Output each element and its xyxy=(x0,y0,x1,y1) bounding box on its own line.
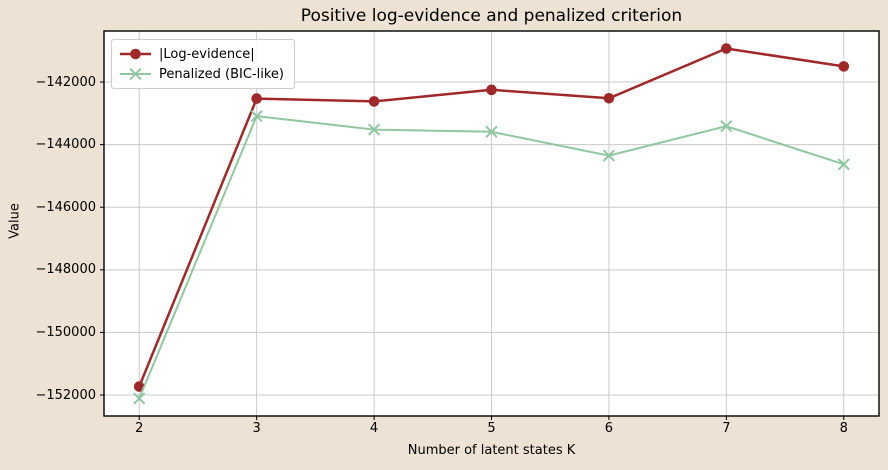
y-tick-label: −142000 xyxy=(35,74,96,90)
x-tick-label: 2 xyxy=(135,421,144,436)
x-tick-label: 8 xyxy=(839,421,848,436)
y-tick-label: −152000 xyxy=(35,387,96,403)
y-tick-label: −148000 xyxy=(35,262,96,278)
circle-marker-icon xyxy=(133,381,145,392)
x-marker-icon xyxy=(720,120,733,132)
circle-marker-icon xyxy=(251,93,262,104)
y-tick-label: −146000 xyxy=(35,199,96,215)
legend-line-circle-marker-icon xyxy=(120,48,151,60)
plot-border xyxy=(103,30,880,417)
circle-marker-icon xyxy=(838,61,850,72)
x-marker-icon xyxy=(603,149,615,162)
x-tick-label: 4 xyxy=(369,421,379,436)
x-tick-label: 3 xyxy=(252,421,261,436)
legend-label-log-evidence: |Log-evidence| xyxy=(159,46,255,62)
circle-marker-icon xyxy=(721,43,732,54)
x-tick-label: 7 xyxy=(722,421,731,436)
legend-line-x-marker-icon xyxy=(120,68,151,80)
circle-marker-icon xyxy=(368,96,380,107)
y-tick-label: −144000 xyxy=(35,137,96,153)
y-tick-label: −150000 xyxy=(35,324,96,340)
circle-marker-icon xyxy=(486,84,497,96)
x-marker-icon xyxy=(133,392,146,405)
legend-label-penalized: Penalized (BIC-like) xyxy=(159,66,284,82)
legend-item-penalized: Penalized (BIC-like) xyxy=(119,64,284,84)
circle-marker-icon xyxy=(603,92,615,104)
x-marker-icon xyxy=(250,110,263,122)
legend: |Log-evidence| Penalized (BIC-like) xyxy=(111,39,295,89)
x-tick-label: 6 xyxy=(604,421,614,436)
x-marker-icon xyxy=(485,125,498,138)
x-marker-icon xyxy=(368,123,380,136)
x-marker-icon xyxy=(837,158,850,171)
chart-title: Positive log-evidence and penalized crit… xyxy=(300,6,683,26)
x-tick-label: 5 xyxy=(487,421,496,436)
series-penalized xyxy=(133,110,850,405)
x-axis-label: Number of latent states K xyxy=(407,443,576,458)
legend-item-log-evidence: |Log-evidence| xyxy=(119,44,284,64)
series-log-evidence xyxy=(133,43,850,392)
